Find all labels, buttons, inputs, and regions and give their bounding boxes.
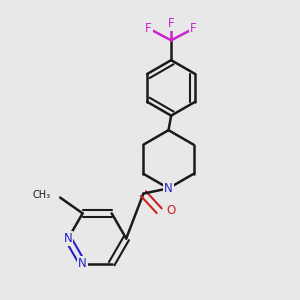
Text: F: F xyxy=(146,22,152,35)
Text: F: F xyxy=(190,22,197,35)
Text: N: N xyxy=(164,182,173,195)
Text: N: N xyxy=(64,232,73,245)
Text: CH₃: CH₃ xyxy=(33,190,51,200)
Text: N: N xyxy=(78,257,87,270)
Text: O: O xyxy=(167,204,176,217)
Text: F: F xyxy=(168,17,175,30)
